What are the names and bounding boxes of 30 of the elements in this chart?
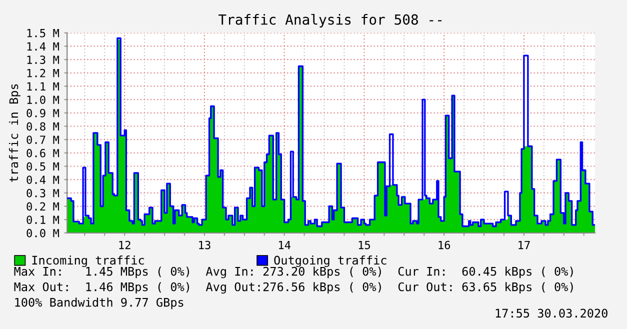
x-tick-label: 16 xyxy=(438,240,450,250)
y-tick-label: 0.5 M xyxy=(26,162,59,171)
y-tick-label: 1.0 M xyxy=(27,96,59,104)
text: Max Out: 1.46 MBps ( 0%) Avg Out:276.56 kBps ( 0%) Cur Out: 63.65 kBps ( 0%) xyxy=(14,282,573,294)
legend-label: Incoming traffic xyxy=(32,256,144,268)
legend-label: Outgoing traffic xyxy=(274,256,386,268)
y-tick-label: 1.4 M xyxy=(27,42,59,50)
y-tick-label: 0.4 M xyxy=(26,176,59,184)
y-tick-label: 0.3 M xyxy=(26,188,59,198)
y-tick-label: 1.1 M xyxy=(27,82,59,90)
y-tick-label: 0.8 M xyxy=(26,122,59,131)
text: 100% Bandwidth 9.77 GBps xyxy=(15,298,184,310)
y-tick-label: 0.7 M xyxy=(26,136,59,144)
x-tick-label: 13 xyxy=(199,240,210,250)
x-tick-label: 12 xyxy=(119,240,130,250)
y-tick-label: 1.2 M xyxy=(27,68,59,78)
text: Max In: 1.45 MBps ( 0%) Avg In: 273.20 kBps ( 0%) Cur In: 60.45 kBps ( 0%) xyxy=(14,266,573,278)
y-axis-title: traffic in Bps xyxy=(9,84,20,182)
x-tick-label: 15 xyxy=(358,240,370,250)
y-tick-label: 0.6 M xyxy=(26,148,59,158)
x-tick-label: 14 xyxy=(278,240,290,250)
y-tick-label: 1.5 M xyxy=(27,29,59,38)
y-tick-label: 1.3 M xyxy=(27,56,59,64)
chart-title: Traffic Analysis for 508 -- xyxy=(218,14,442,28)
y-tick-label: 0.2 M xyxy=(26,202,59,211)
x-tick-label: 17 xyxy=(518,240,530,250)
y-tick-label: 0.0 M xyxy=(26,228,59,238)
y-tick-label: 0.1 M xyxy=(26,216,59,224)
text: 17:55 30.03.2020 xyxy=(496,308,608,318)
y-tick-label: 0.9 M xyxy=(26,108,59,118)
